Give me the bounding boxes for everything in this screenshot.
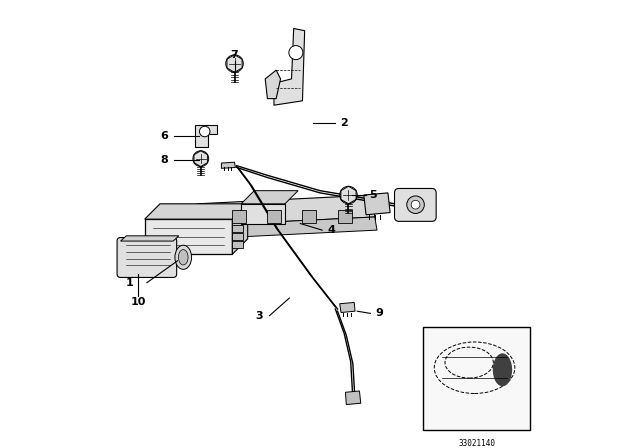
Text: 9: 9: [375, 308, 383, 319]
FancyBboxPatch shape: [232, 225, 243, 232]
Polygon shape: [364, 193, 390, 215]
FancyBboxPatch shape: [394, 189, 436, 221]
FancyBboxPatch shape: [268, 211, 282, 223]
Circle shape: [407, 196, 424, 213]
Polygon shape: [195, 125, 217, 147]
Polygon shape: [197, 217, 377, 239]
Circle shape: [411, 200, 420, 209]
Polygon shape: [145, 204, 248, 219]
Text: 3: 3: [255, 310, 262, 321]
Polygon shape: [340, 302, 355, 313]
FancyBboxPatch shape: [232, 211, 246, 223]
Polygon shape: [241, 204, 285, 224]
FancyBboxPatch shape: [117, 237, 177, 277]
FancyBboxPatch shape: [423, 327, 531, 430]
Polygon shape: [274, 29, 305, 105]
FancyBboxPatch shape: [303, 211, 317, 223]
Text: 10: 10: [131, 297, 146, 307]
FancyBboxPatch shape: [232, 241, 243, 248]
Polygon shape: [241, 191, 298, 204]
Polygon shape: [346, 391, 361, 405]
Polygon shape: [227, 55, 242, 72]
Polygon shape: [341, 186, 356, 204]
Text: 8: 8: [161, 155, 168, 165]
Text: 1: 1: [125, 278, 133, 288]
Text: 2: 2: [340, 118, 348, 128]
Polygon shape: [232, 204, 248, 254]
Text: 5: 5: [369, 190, 376, 200]
Circle shape: [289, 46, 303, 60]
Text: 6: 6: [161, 131, 168, 141]
FancyBboxPatch shape: [337, 211, 351, 223]
Polygon shape: [265, 70, 280, 99]
Text: 7: 7: [230, 50, 239, 60]
Polygon shape: [120, 236, 179, 241]
Polygon shape: [145, 219, 232, 254]
Circle shape: [200, 126, 210, 137]
Text: 4: 4: [327, 225, 335, 235]
Polygon shape: [197, 195, 375, 226]
FancyBboxPatch shape: [232, 233, 243, 240]
Polygon shape: [221, 162, 236, 168]
Text: 33021140: 33021140: [458, 439, 495, 448]
Ellipse shape: [493, 353, 512, 386]
Ellipse shape: [175, 245, 191, 269]
Polygon shape: [194, 151, 207, 167]
Ellipse shape: [179, 250, 188, 265]
